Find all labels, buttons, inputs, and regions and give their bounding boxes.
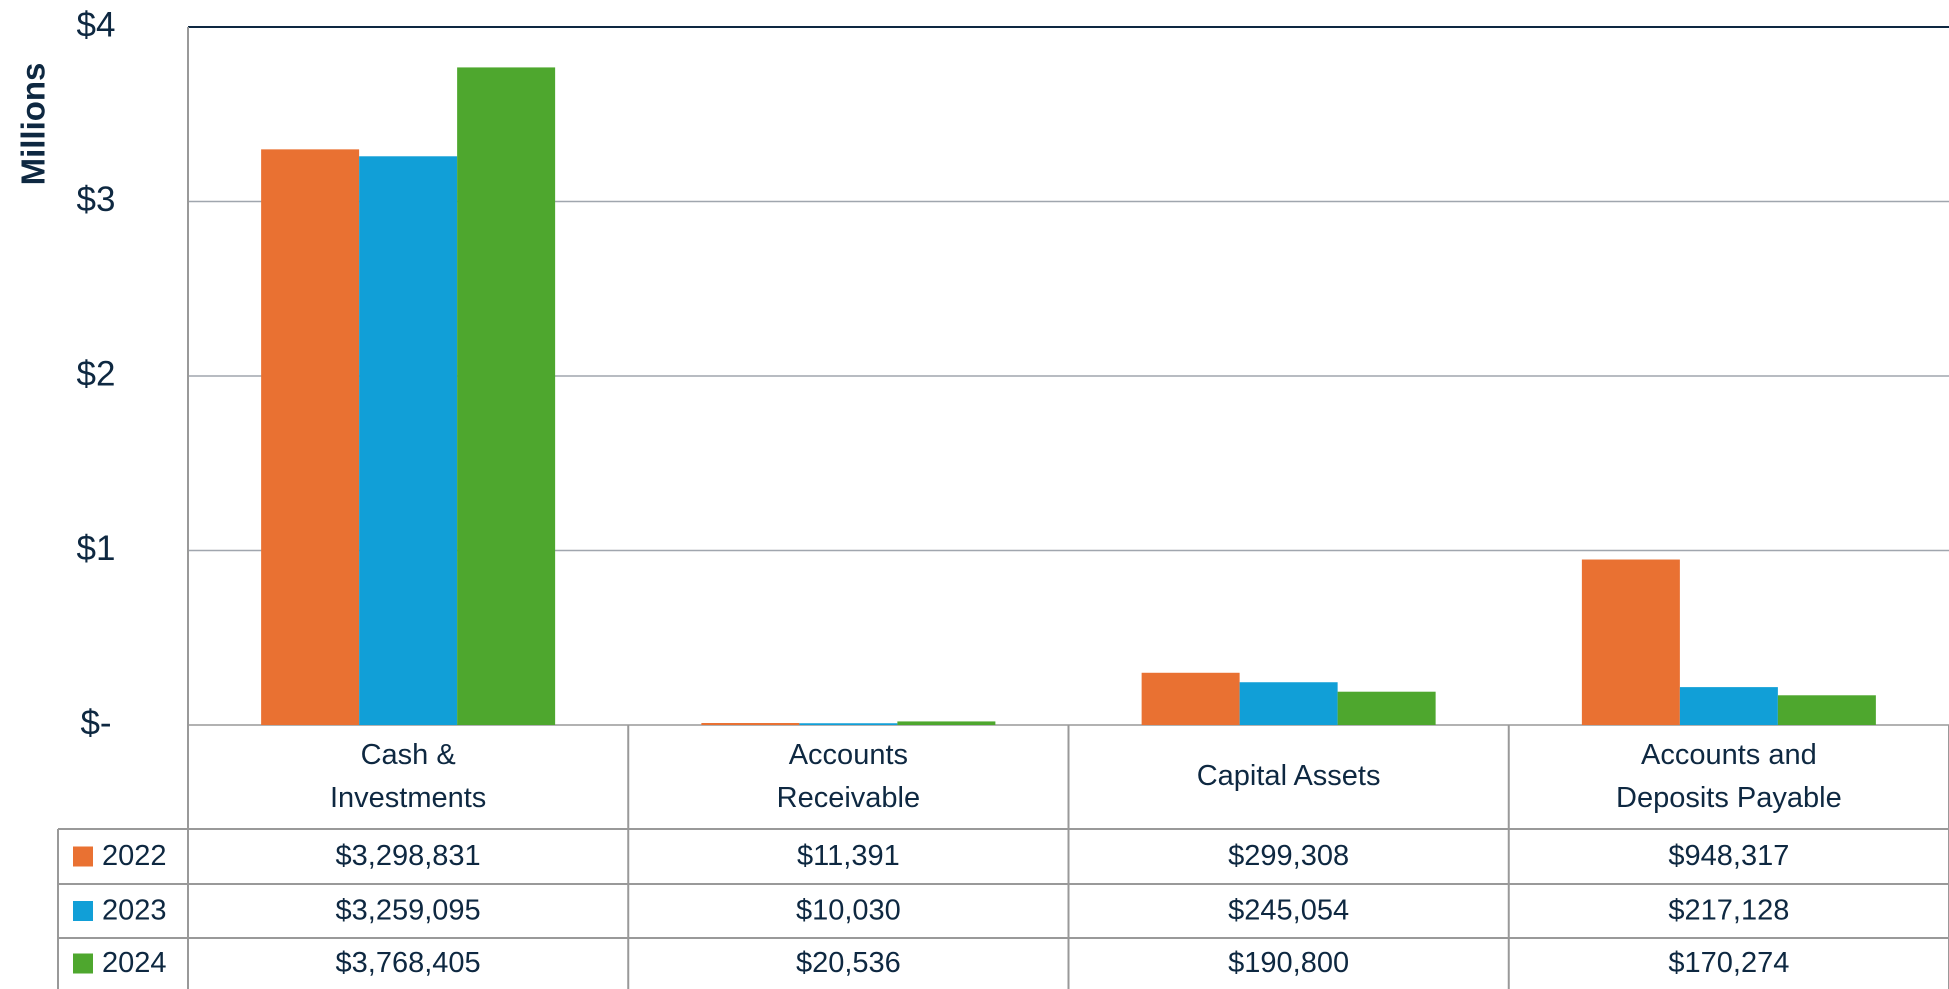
table-value: $170,274 xyxy=(1668,947,1789,979)
y-tick-label: $- xyxy=(80,703,111,742)
bar xyxy=(1337,691,1436,725)
table-value: $3,298,831 xyxy=(336,840,481,872)
y-axis-label: Millions xyxy=(15,63,52,186)
category-cell: Capital Assets xyxy=(1069,725,1509,829)
table-value: $299,308 xyxy=(1228,840,1349,872)
category-cell: Accounts Receivable xyxy=(628,725,1068,829)
legend-label: 2024 xyxy=(102,947,167,979)
table-value: $20,536 xyxy=(796,947,901,979)
bar xyxy=(897,721,996,725)
bar xyxy=(1777,695,1876,725)
y-tick-label: $4 xyxy=(77,5,116,44)
category-cell: Capital Assets xyxy=(1069,725,1509,829)
category-cell: Cash & Investments xyxy=(188,725,628,829)
legend-swatch xyxy=(73,901,93,921)
bar xyxy=(1141,672,1240,725)
x-tick-label: Cash & Investments xyxy=(329,738,487,815)
y-tick-label: $3 xyxy=(77,180,116,219)
category-cell: Cash & Investments xyxy=(188,725,628,829)
y-tick-label: $2 xyxy=(77,354,116,393)
table-value: $245,054 xyxy=(1228,895,1349,927)
legend-label: 2022 xyxy=(102,840,167,872)
bar xyxy=(359,156,458,726)
legend-swatch xyxy=(73,846,93,867)
bar xyxy=(1581,559,1680,725)
legend-label: 2023 xyxy=(102,895,167,927)
table-value: $11,391 xyxy=(797,840,900,872)
category-cell: Accounts Receivable xyxy=(628,725,1068,829)
table-value: $948,317 xyxy=(1668,840,1789,872)
bar xyxy=(457,67,556,725)
bar xyxy=(1239,682,1338,725)
table-value: $3,259,095 xyxy=(336,895,481,927)
table-value: $10,030 xyxy=(796,895,901,927)
bar xyxy=(1679,687,1778,725)
legend-swatch xyxy=(73,953,93,974)
category-cell: Accounts and Deposits Payable xyxy=(1509,725,1949,829)
x-tick-label: Accounts and Deposits Payable xyxy=(1616,738,1842,815)
table-value: $3,768,405 xyxy=(336,947,481,979)
table-value: $190,800 xyxy=(1228,947,1349,979)
bar xyxy=(701,723,800,725)
category-cell: Accounts and Deposits Payable xyxy=(1509,725,1949,829)
y-tick-label: $1 xyxy=(77,529,116,568)
x-tick-label: Capital Assets xyxy=(1196,760,1381,793)
x-tick-label: Accounts Receivable xyxy=(776,738,921,815)
bar xyxy=(799,723,898,725)
table-value: $217,128 xyxy=(1668,895,1789,927)
bar xyxy=(261,149,360,725)
